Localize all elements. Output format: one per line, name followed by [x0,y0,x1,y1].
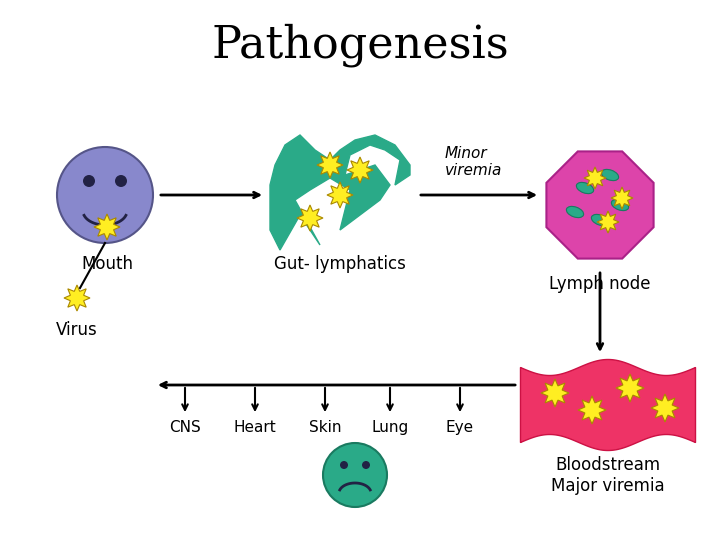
Circle shape [340,461,348,469]
Text: Lung: Lung [372,420,409,435]
Text: Virus: Virus [56,321,98,339]
Polygon shape [541,379,569,407]
Text: Lymph node: Lymph node [549,275,651,293]
Polygon shape [597,211,619,233]
Polygon shape [546,151,654,259]
Circle shape [115,175,127,187]
Text: Eye: Eye [446,420,474,435]
Polygon shape [297,205,323,231]
Circle shape [362,461,370,469]
Ellipse shape [601,170,618,180]
Text: Minor
viremia: Minor viremia [445,146,503,178]
Polygon shape [616,374,644,402]
Polygon shape [64,285,90,311]
Ellipse shape [567,206,584,218]
PathPatch shape [270,135,410,250]
Text: Skin: Skin [309,420,341,435]
Polygon shape [94,214,120,240]
Text: Mouth: Mouth [81,255,133,273]
Polygon shape [521,360,696,450]
Circle shape [323,443,387,507]
Text: Gut- lymphatics: Gut- lymphatics [274,255,406,273]
Ellipse shape [611,199,629,211]
Text: Heart: Heart [233,420,276,435]
Text: Bloodstream
Major viremia: Bloodstream Major viremia [552,456,665,495]
Polygon shape [327,182,353,208]
Text: CNS: CNS [169,420,201,435]
Circle shape [57,147,153,243]
Polygon shape [611,187,633,209]
Ellipse shape [577,183,593,194]
Polygon shape [584,167,606,189]
Circle shape [83,175,95,187]
Text: Pathogenesis: Pathogenesis [211,23,509,67]
Polygon shape [578,396,606,424]
Polygon shape [651,394,679,422]
Polygon shape [317,152,343,178]
Polygon shape [347,157,373,183]
Ellipse shape [591,214,608,226]
